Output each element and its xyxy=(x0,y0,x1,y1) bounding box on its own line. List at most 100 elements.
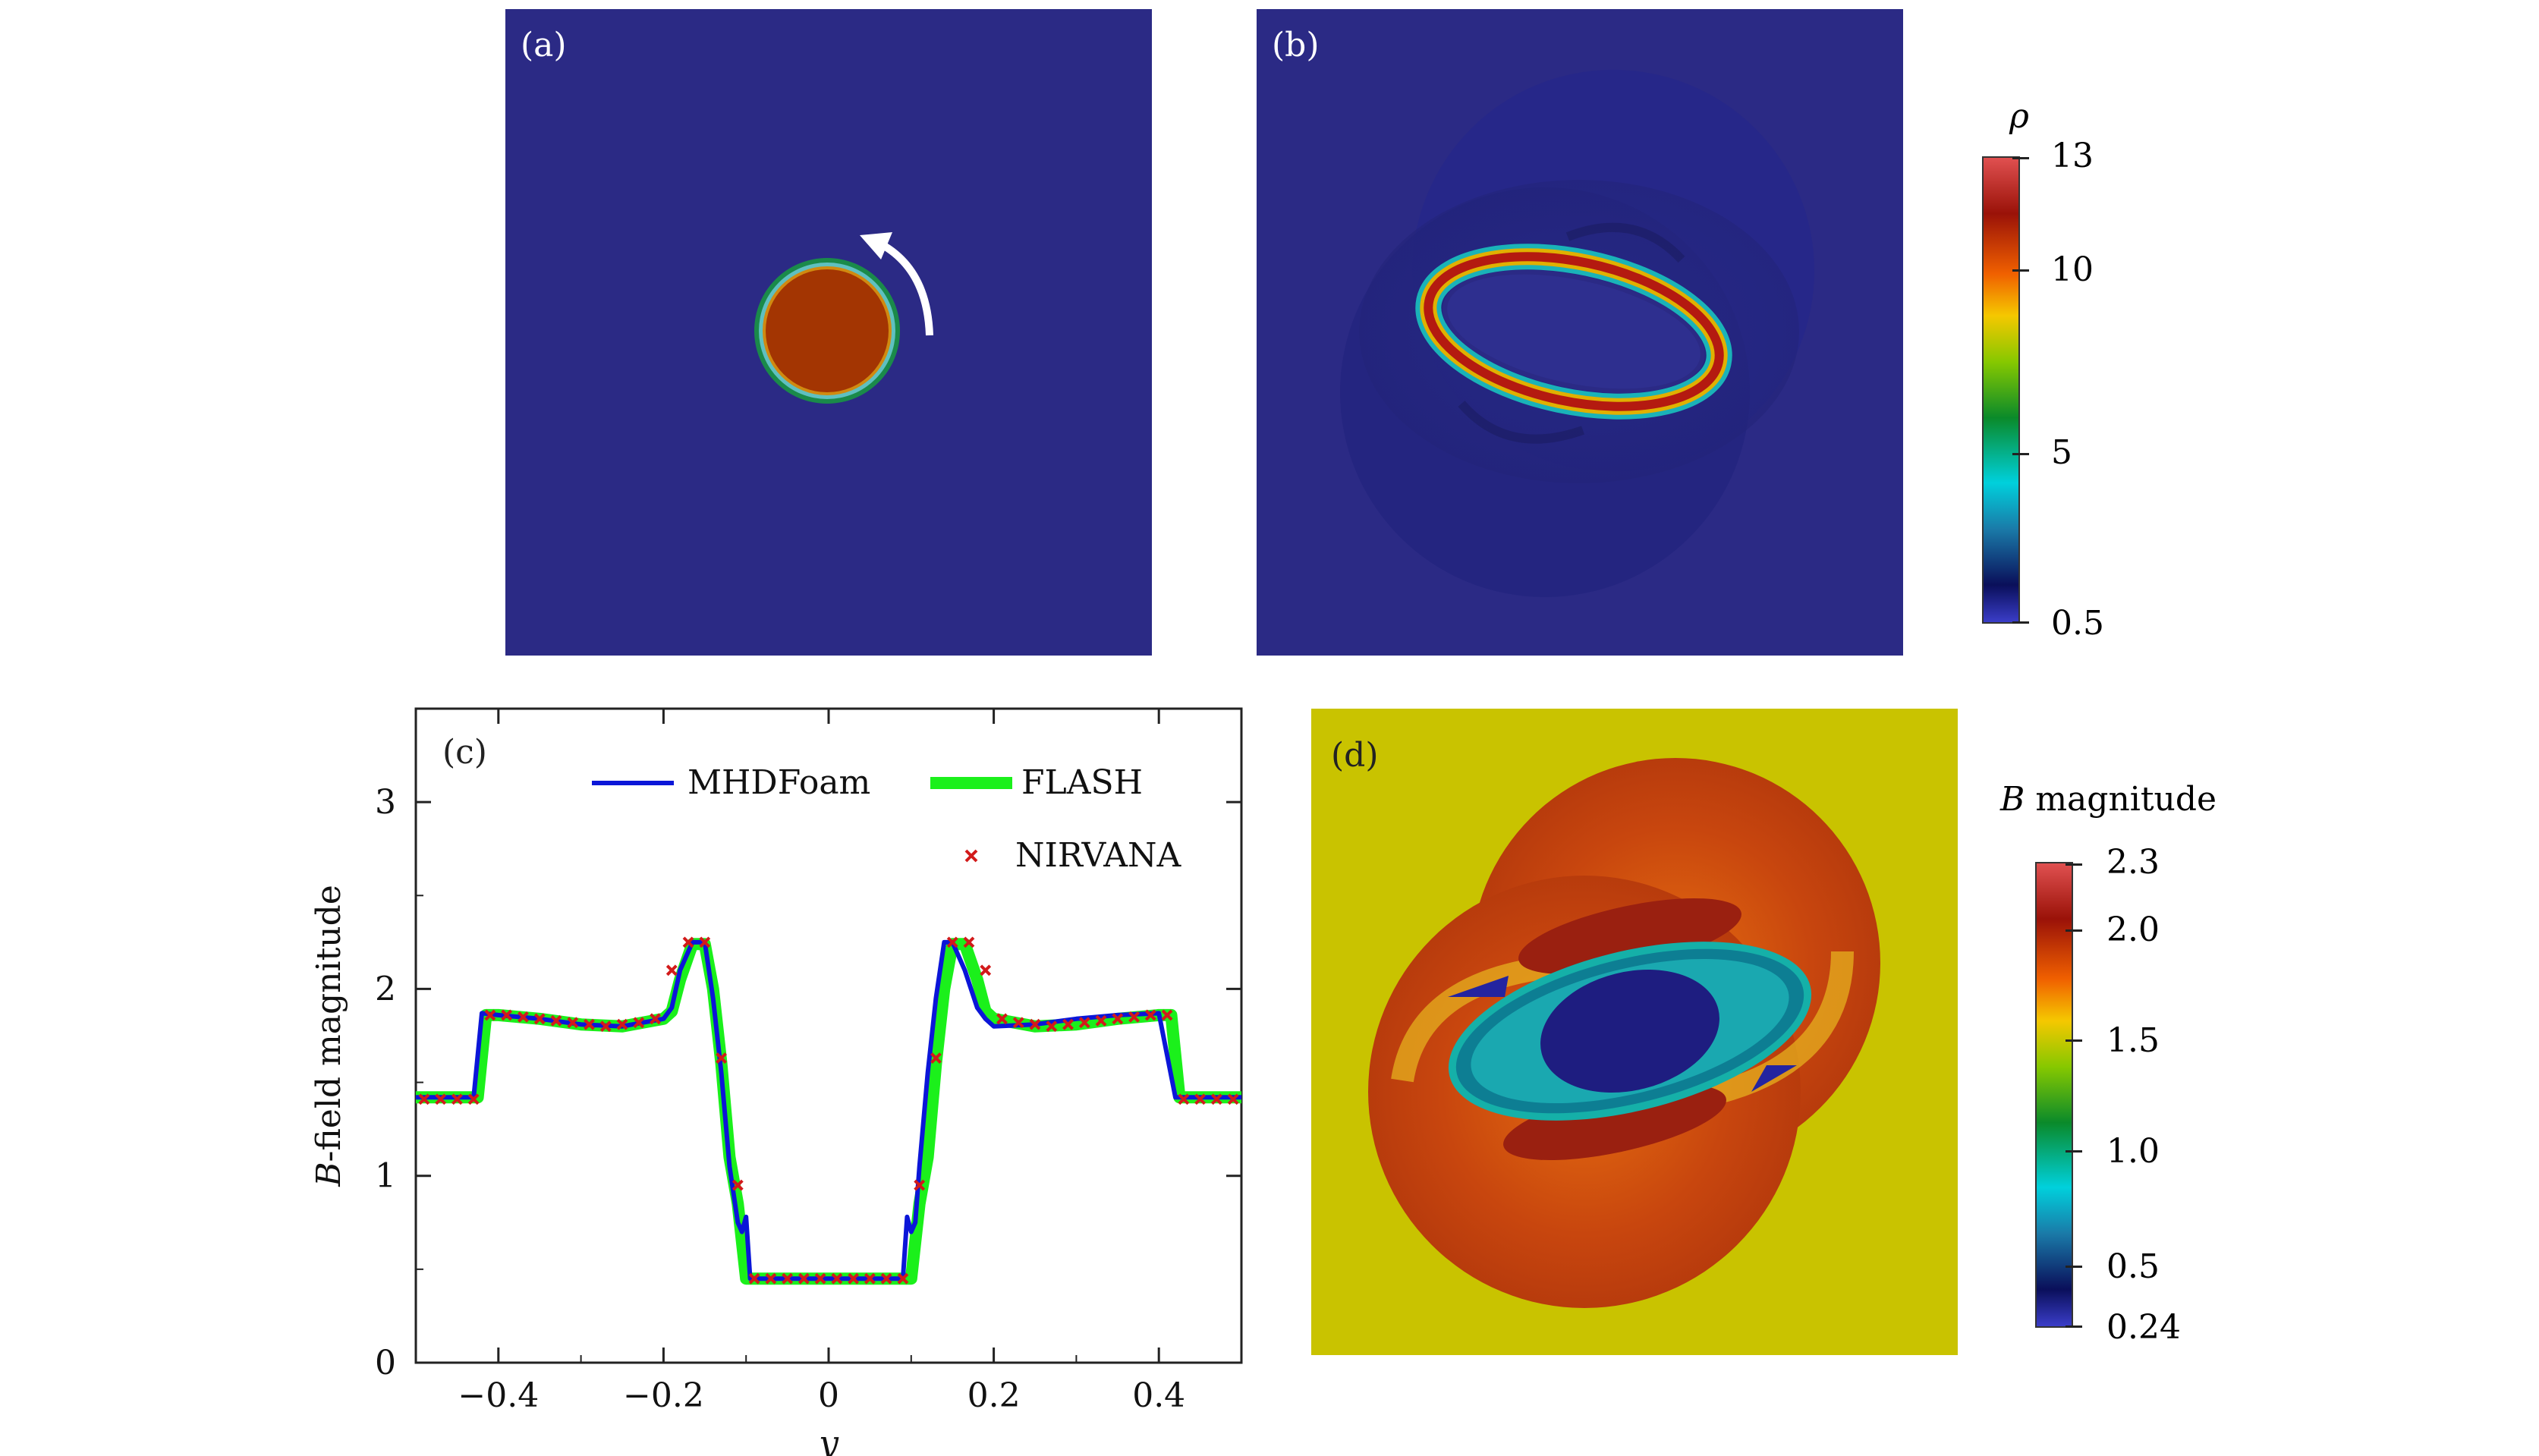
nirvana-marker xyxy=(914,1179,926,1191)
nirvana-marker xyxy=(665,964,678,976)
rho-tick-label-05: 0.5 xyxy=(2051,604,2104,643)
nirvana-marker xyxy=(467,1093,480,1105)
y-tick-label: 1 xyxy=(375,1157,396,1196)
B-tick-05 xyxy=(2065,1266,2082,1268)
nirvana-marker xyxy=(1144,1009,1156,1021)
panel-b-field xyxy=(1340,70,1814,597)
B-tick-label-23: 2.3 xyxy=(2106,843,2160,882)
y-axis-label-rest: -field magnitude xyxy=(310,885,348,1162)
nirvana-marker xyxy=(616,1018,628,1030)
panel-c-label: (c) xyxy=(442,733,487,772)
rotation-arrow xyxy=(875,238,933,336)
nirvana-marker xyxy=(1095,1014,1107,1027)
nirvana-marker xyxy=(716,1052,727,1064)
panel-a: (a) xyxy=(505,9,1152,656)
panel-a-field xyxy=(754,232,933,404)
rho-tick-label-10: 10 xyxy=(2051,250,2094,289)
nirvana-marker xyxy=(831,1272,843,1285)
panel-a-label: (a) xyxy=(521,26,567,64)
nirvana-marker xyxy=(451,1093,463,1105)
nirvana-marker xyxy=(897,1272,909,1285)
nirvana-marker xyxy=(533,1013,546,1025)
rho-tick-05 xyxy=(2012,621,2029,624)
panel-d-field xyxy=(1368,758,1880,1308)
nirvana-marker xyxy=(550,1014,562,1027)
nirvana-marker xyxy=(599,1020,612,1033)
legend-nirvana-label: NIRVANA xyxy=(1015,836,1182,875)
legend-mhdfoam-label: MHDFoam xyxy=(687,763,870,802)
nirvana-marker xyxy=(1046,1020,1058,1033)
nirvana-marker xyxy=(765,1272,777,1285)
nirvana-marker xyxy=(782,1272,794,1285)
nirvana-marker xyxy=(814,1272,826,1285)
nirvana-marker xyxy=(880,1272,892,1285)
B-tick-label-15: 1.5 xyxy=(2106,1021,2160,1060)
nirvana-marker xyxy=(1227,1093,1239,1105)
nirvana-marker xyxy=(1161,1009,1173,1021)
x-tick-label: 0 xyxy=(818,1376,839,1415)
colorbar-B-title: B magnitude xyxy=(2000,780,2217,819)
nirvana-marker xyxy=(435,1093,447,1105)
rho-tick-5 xyxy=(2012,453,2029,455)
panel-c-chart: −0.4 −0.2 0 0.2 0.4 0 1 2 3 y B-field magnitude MHD… xyxy=(310,707,1243,1456)
nirvana-marker xyxy=(518,1011,529,1023)
B-tick-label-05: 0.5 xyxy=(2106,1247,2160,1286)
nirvana-marker xyxy=(650,1013,661,1025)
nirvana-marker xyxy=(1012,1017,1024,1029)
B-tick-label-10: 1.0 xyxy=(2106,1132,2160,1171)
B-tick-15 xyxy=(2065,1039,2082,1042)
mhdfoam-line xyxy=(416,939,1241,1281)
nirvana-marker xyxy=(418,1093,430,1105)
nirvana-marker xyxy=(501,1009,513,1021)
rho-tick-label-13: 13 xyxy=(2051,137,2094,175)
panel-d-label: (d) xyxy=(1331,736,1379,775)
x-tick-label: −0.4 xyxy=(458,1376,539,1415)
y-tick-label: 0 xyxy=(375,1344,396,1382)
nirvana-marker xyxy=(584,1018,595,1030)
nirvana-marker xyxy=(996,1013,1008,1025)
x-tick-label: −0.2 xyxy=(623,1376,704,1415)
nirvana-marker xyxy=(1128,1011,1140,1023)
rho-tick-label-5: 5 xyxy=(2051,433,2072,472)
legend-flash-label: FLASH xyxy=(1021,763,1143,802)
nirvana-marker xyxy=(980,964,992,976)
y-axis-label-symbol: B xyxy=(310,1162,348,1187)
nirvana-marker xyxy=(567,1017,579,1029)
nirvana-marker xyxy=(1210,1093,1222,1105)
nirvana-marker xyxy=(1178,1093,1190,1105)
rho-tick-10 xyxy=(2012,269,2029,272)
x-tick-label: 0.2 xyxy=(967,1376,1021,1415)
rho-tick-13 xyxy=(2012,157,2029,159)
colorbar-rho xyxy=(1982,156,2020,624)
flash-line xyxy=(416,938,1241,1285)
y-tick-label: 2 xyxy=(375,970,396,1008)
colorbar-B-title-rest: magnitude xyxy=(2025,780,2217,819)
colorbar-rho-title: ρ xyxy=(2009,97,2029,136)
nirvana-marker xyxy=(1029,1018,1041,1030)
B-tick-label-024: 0.24 xyxy=(2106,1308,2181,1347)
B-tick-20 xyxy=(2065,929,2082,932)
nirvana-marker xyxy=(798,1272,810,1285)
nirvana-marker xyxy=(848,1272,860,1285)
nirvana-marker xyxy=(1062,1018,1074,1030)
nirvana-marker xyxy=(633,1017,645,1029)
nirvana-marker xyxy=(930,1052,942,1064)
nirvana-marker xyxy=(731,1179,744,1191)
B-tick-label-20: 2.0 xyxy=(2106,910,2160,949)
y-axis-label: B-field magnitude xyxy=(310,885,348,1187)
x-axis-label: y xyxy=(817,1423,839,1456)
panel-d: (d) xyxy=(1311,709,1958,1355)
nirvana-marker xyxy=(682,936,694,948)
nirvana-marker xyxy=(484,1009,496,1021)
colorbar-B-title-symbol: B xyxy=(2000,780,2025,819)
rotation-arrowhead xyxy=(860,232,892,259)
panel-b-label: (b) xyxy=(1272,26,1320,64)
nirvana-marker xyxy=(748,1272,760,1285)
nirvana-marker xyxy=(699,936,711,948)
plot-frame xyxy=(414,707,1243,1364)
legend-nirvana-swatch xyxy=(964,849,978,863)
nirvana-marker xyxy=(963,936,975,948)
x-tick-label: 0.4 xyxy=(1132,1376,1185,1415)
panel-b: (b) xyxy=(1257,9,1903,656)
nirvana-marker xyxy=(1112,1013,1124,1025)
